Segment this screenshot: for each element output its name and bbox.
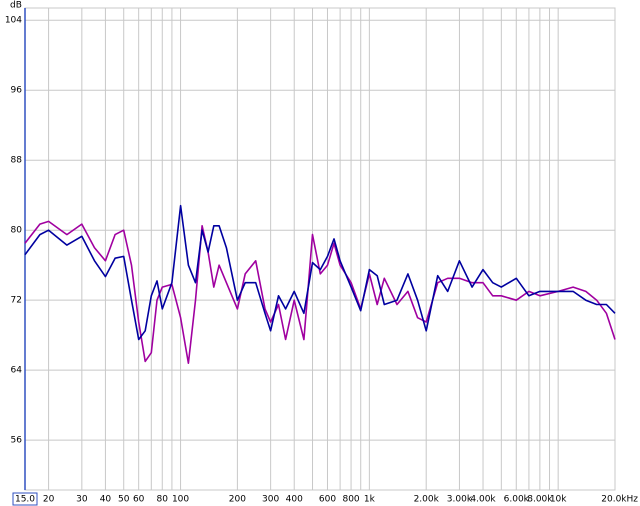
y-tick-label: 80 — [11, 226, 23, 236]
x-tick-label: 10k — [550, 495, 567, 505]
x-tick-label: 60 — [133, 495, 145, 505]
x-tick-label: 30 — [76, 495, 88, 505]
y-tick-label: 56 — [11, 436, 23, 446]
x-tick-label: 4.00k — [470, 495, 496, 505]
x-tick-label: 300 — [262, 495, 279, 505]
x-tick-label: 6.00k — [504, 495, 530, 505]
x-tick-label: 600 — [319, 495, 336, 505]
x-tick-label: 2.00k — [414, 495, 440, 505]
x-tick-label: 8.00k — [527, 495, 553, 505]
x-tick-label: 1k — [364, 495, 376, 505]
x-tick-label: 50 — [118, 495, 130, 505]
x-tick-label: 3.00k — [447, 495, 473, 505]
y-tick-label: 72 — [11, 296, 22, 306]
plot-frame — [24, 7, 616, 491]
x-tick-label: 400 — [286, 495, 303, 505]
y-tick-label: 64 — [11, 366, 23, 376]
x-start-box — [12, 492, 38, 506]
series-line — [24, 220, 616, 364]
x-tick-label: 40 — [100, 495, 112, 505]
y-tick-label: 104 — [5, 16, 22, 26]
x-tick-label: 80 — [157, 495, 169, 505]
x-tick-label: 20 — [43, 495, 55, 505]
y-axis-label: dB — [10, 1, 22, 11]
y-tick-label: 96 — [11, 86, 23, 96]
x-tick-label: 200 — [229, 495, 246, 505]
series-line — [24, 204, 616, 341]
y-tick-label: 88 — [11, 156, 23, 166]
x-tick-label: 100 — [172, 495, 189, 505]
x-tick-label: 800 — [342, 495, 359, 505]
x-tick-label: 20.0kHz — [601, 495, 638, 505]
x-tick-label: 15.0 — [15, 495, 35, 505]
